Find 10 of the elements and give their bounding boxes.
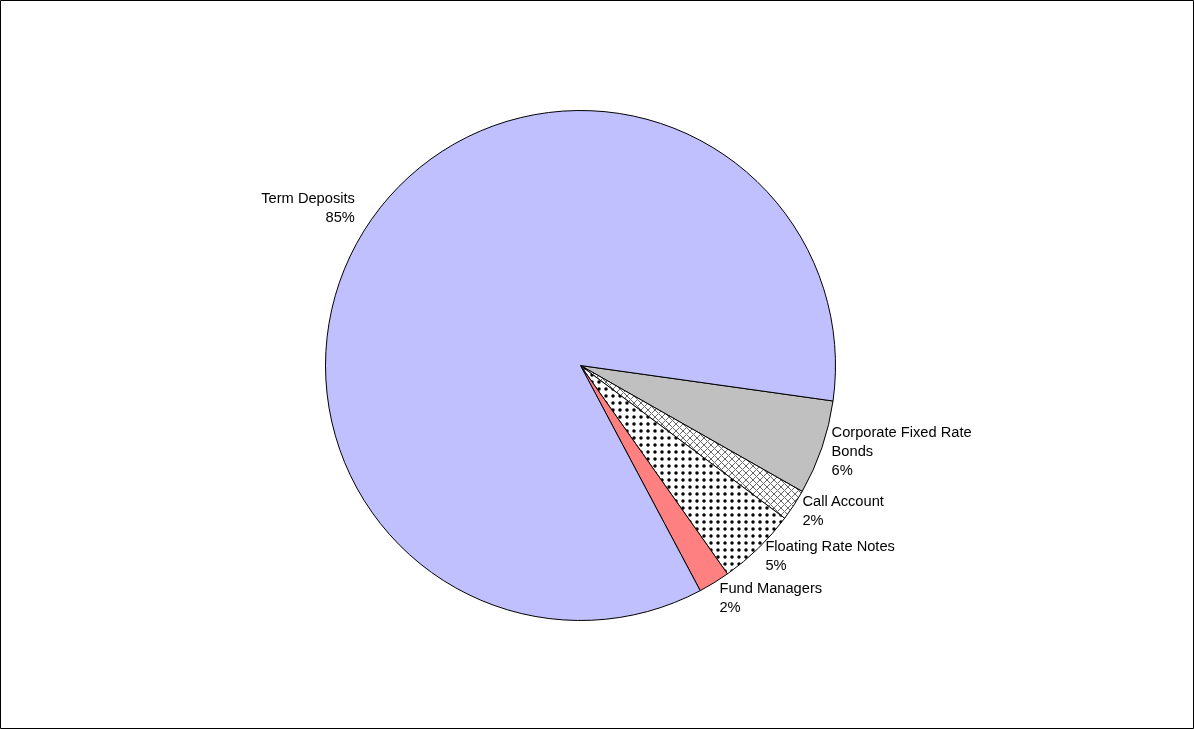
slice-label: Term Deposits	[261, 189, 355, 206]
data-label: 6%	[831, 462, 853, 479]
slice-label: Fund Managers	[719, 580, 823, 597]
data-label: 2%	[719, 599, 741, 616]
data-label: 2%	[802, 512, 824, 529]
data-label: 5%	[765, 557, 787, 574]
slice-label: Corporate Fixed Rate Bonds	[831, 423, 972, 459]
slice-label: Floating Rate Notes	[765, 538, 895, 555]
data-label: 85%	[325, 209, 355, 226]
slice-label: Call Account	[802, 493, 884, 510]
